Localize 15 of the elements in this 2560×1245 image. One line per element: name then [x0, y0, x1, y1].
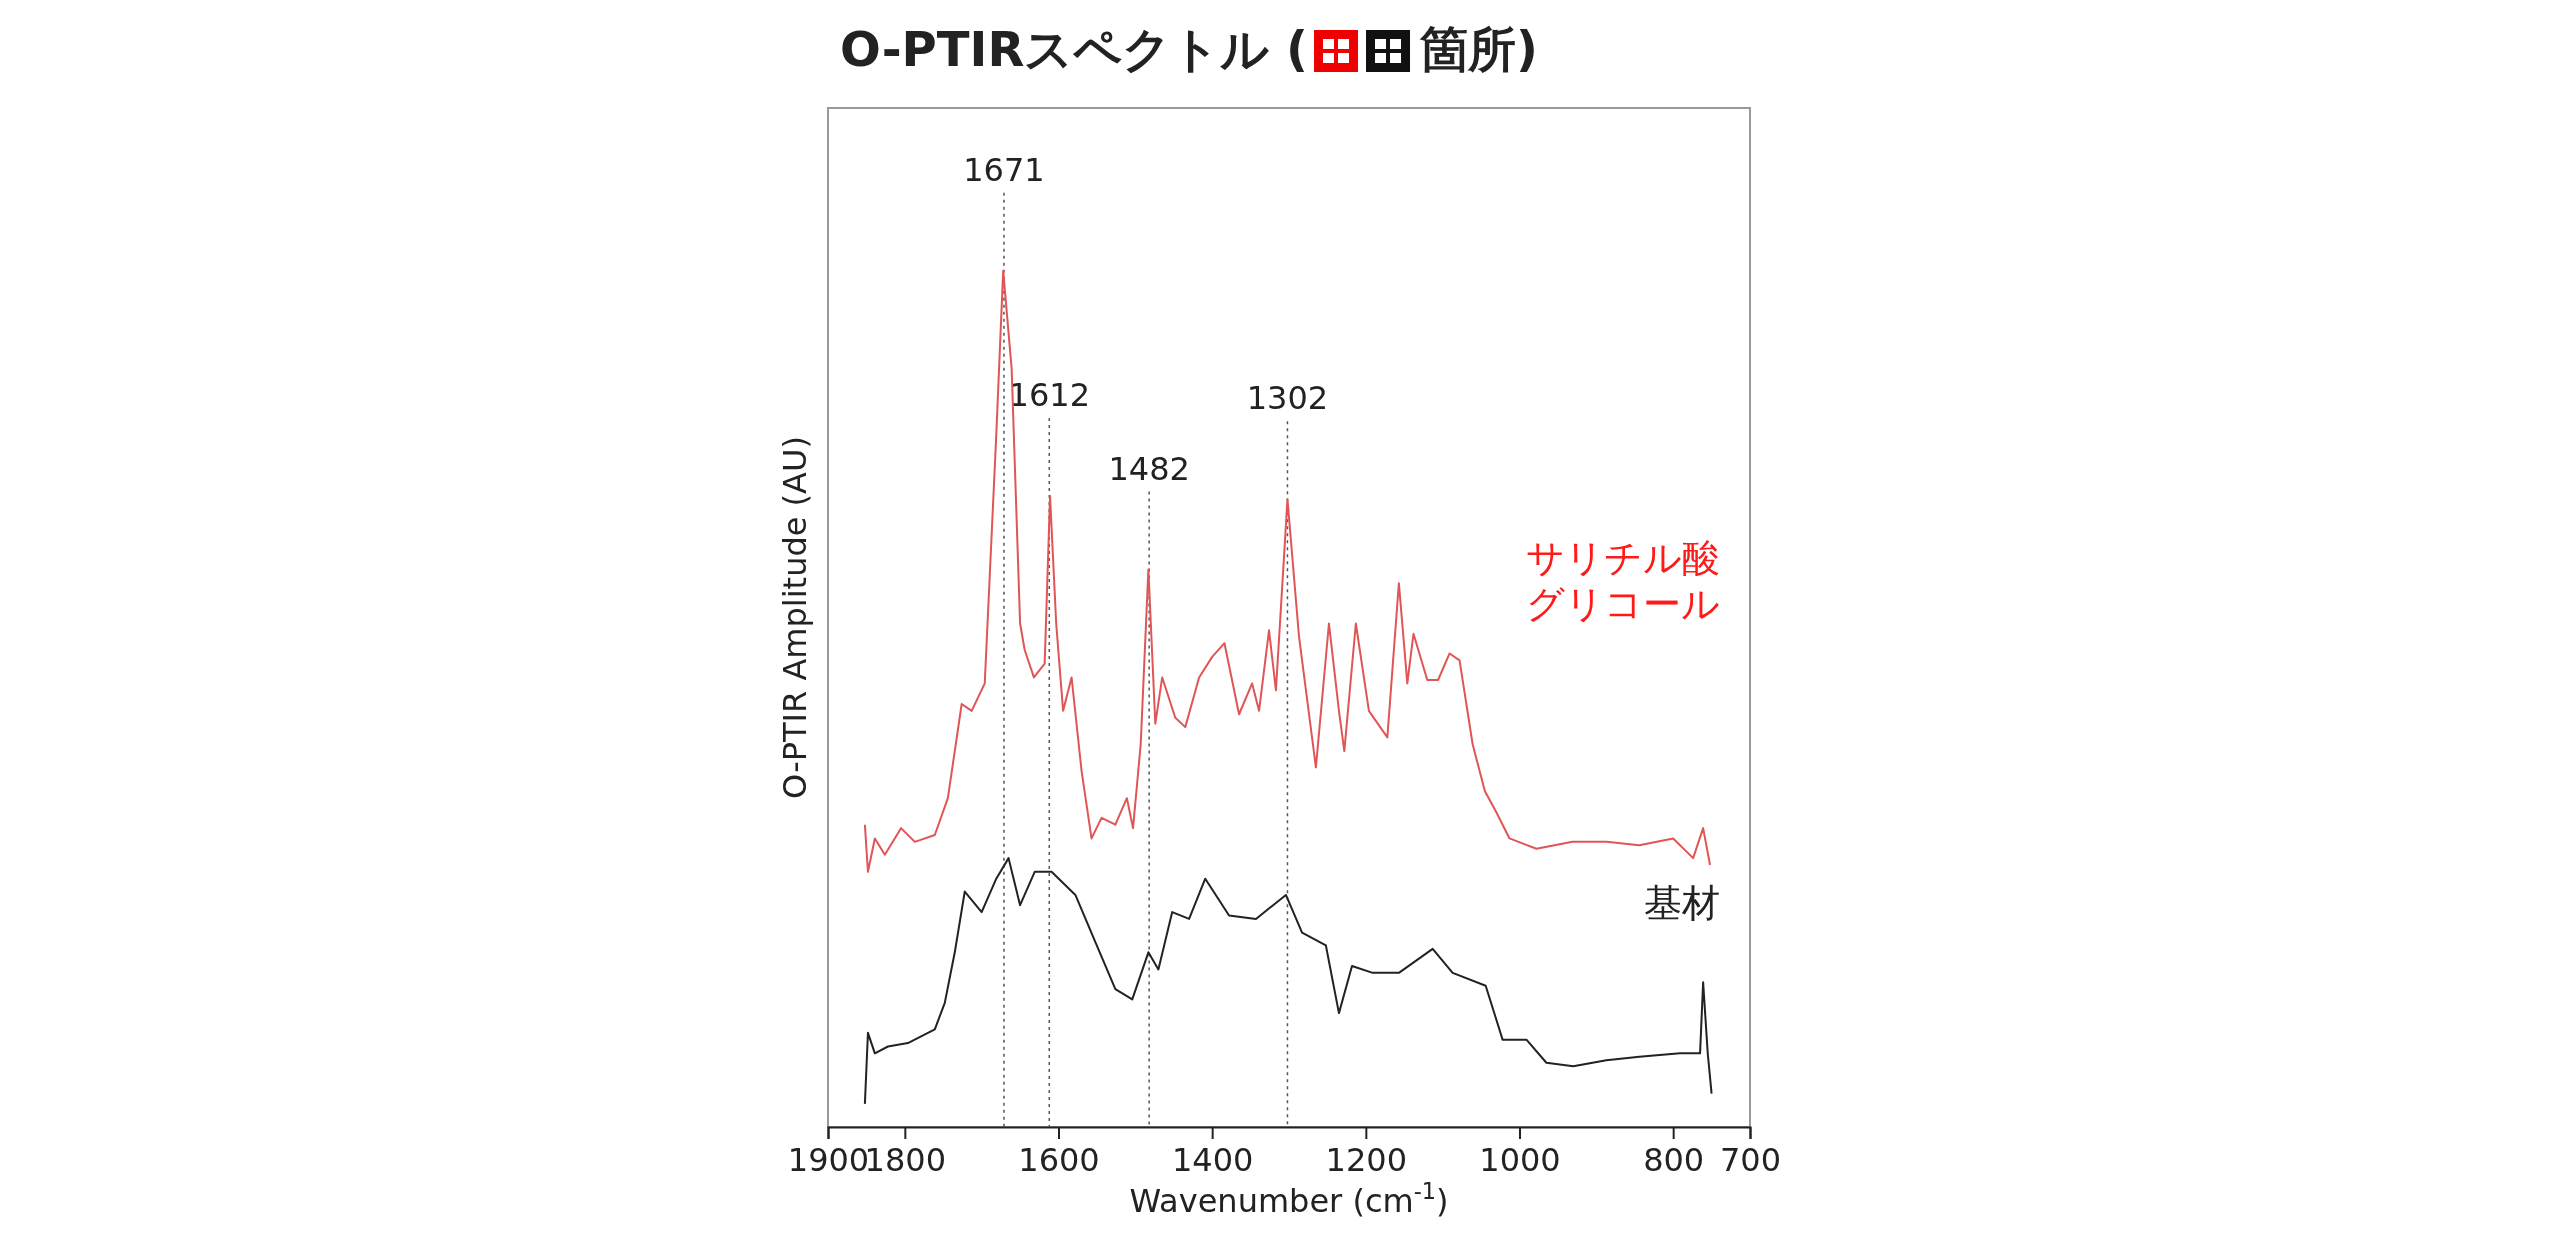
- x-tick-label: 800: [1643, 1140, 1705, 1179]
- x-tick-label: 1200: [1325, 1140, 1408, 1179]
- x-tick-label: 700: [1719, 1140, 1782, 1179]
- x-tick-label: 1600: [1018, 1140, 1100, 1179]
- x-axis-title: Wavenumber (cm$^{-1}$): [1129, 1178, 1449, 1220]
- ref-line-label: 1612: [1008, 375, 1090, 414]
- series-label: サリチル酸グリコール: [1526, 536, 1720, 626]
- series-label: 基材: [1644, 881, 1720, 926]
- chart-title: O-PTIRスペクトル (箇所): [840, 21, 1538, 77]
- ref-line-label: 1302: [1246, 379, 1329, 418]
- ref-line-label: 1671: [963, 150, 1045, 189]
- ref-line-label: 1482: [1108, 449, 1190, 488]
- x-tick-label: 1400: [1171, 1140, 1254, 1179]
- x-tick-label: 1000: [1479, 1140, 1561, 1179]
- y-axis-title: O-PTIR Amplitude (AU): [776, 436, 814, 799]
